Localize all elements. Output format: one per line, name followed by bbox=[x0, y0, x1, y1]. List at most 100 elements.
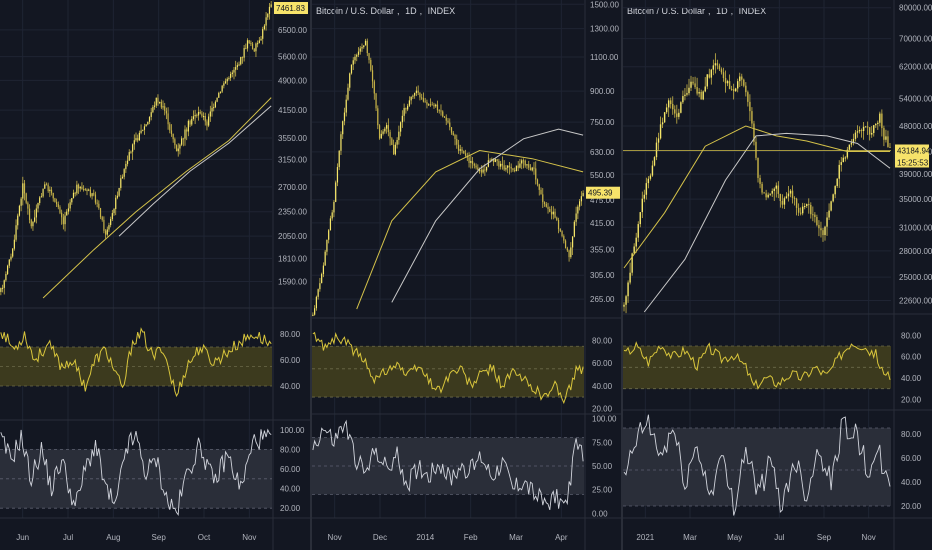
candle-body bbox=[877, 122, 879, 125]
candle-body bbox=[329, 218, 332, 231]
candle-body bbox=[414, 92, 416, 96]
candle-body bbox=[887, 136, 889, 147]
candle-body bbox=[852, 138, 855, 143]
candle-body bbox=[514, 170, 516, 172]
candle-body bbox=[47, 184, 49, 192]
chart-canvas-1[interactable]: 6500.00 5600.00 4900.00 4150.00 3550.00 3150.… bbox=[0, 0, 310, 550]
candle-body bbox=[540, 189, 542, 195]
candle-body bbox=[121, 176, 124, 179]
chart-panel-2[interactable]: Bitcoin / U.S. Dollar, 1D, INDEX 1500.00… bbox=[312, 0, 621, 550]
candle-body bbox=[854, 132, 857, 139]
candle-body bbox=[336, 167, 339, 183]
candle-body bbox=[559, 229, 561, 232]
y-tick-label: 1300.00 bbox=[590, 25, 619, 34]
candle-body bbox=[39, 197, 41, 204]
x-tick-label: Apr bbox=[555, 533, 568, 542]
y-tick-label: 750.00 bbox=[590, 118, 615, 127]
candle-body bbox=[342, 121, 344, 135]
candle-body bbox=[153, 105, 156, 107]
oscillator-tick-label: 80.00 bbox=[280, 445, 301, 454]
candle-body bbox=[377, 108, 379, 126]
y-tick-label: 4900.00 bbox=[278, 76, 307, 85]
candle-body bbox=[0, 288, 2, 292]
candle-body bbox=[335, 182, 337, 202]
candle-body bbox=[716, 63, 719, 66]
candle-body bbox=[71, 198, 73, 203]
candle-body bbox=[449, 122, 451, 128]
candle-body bbox=[55, 201, 58, 205]
candle-body bbox=[471, 160, 474, 164]
y-tick-label: 22600.00 bbox=[899, 296, 932, 305]
candle-body bbox=[850, 142, 853, 145]
candle-body bbox=[182, 138, 184, 140]
candle-body bbox=[211, 107, 213, 112]
candle-body bbox=[663, 112, 666, 123]
chart-canvas-3[interactable]: 80000.00 70000.00 62000.00 54000.00 48000.00… bbox=[623, 0, 932, 550]
candle-body bbox=[757, 157, 759, 178]
candle-body bbox=[475, 165, 477, 168]
candle-body bbox=[248, 40, 250, 44]
x-tick-label: 2014 bbox=[416, 533, 434, 542]
candle-body bbox=[838, 164, 840, 179]
chart-panel-1[interactable]: 6500.00 5600.00 4900.00 4150.00 3550.00 3150.… bbox=[0, 0, 310, 550]
candle-body bbox=[508, 165, 511, 167]
y-tick-label: 62000.00 bbox=[899, 63, 932, 72]
chart-panel-3[interactable]: Bitcoin / U.S. Dollar, 1D, INDEX 80000.0… bbox=[623, 0, 932, 550]
candle-body bbox=[89, 189, 91, 197]
candle-body bbox=[641, 198, 643, 213]
candle-body bbox=[373, 81, 375, 94]
candle-body bbox=[98, 203, 100, 209]
candle-body bbox=[64, 215, 66, 225]
chart-canvas-2[interactable]: 1500.00 1300.00 1100.00 900.00 750.00 630.00 5… bbox=[312, 0, 621, 550]
candle-body bbox=[213, 107, 215, 109]
candle-body bbox=[739, 76, 741, 82]
panel-2-exchange: INDEX bbox=[427, 6, 456, 16]
candle-body bbox=[879, 113, 881, 123]
candle-body bbox=[170, 130, 173, 134]
candle-body bbox=[159, 101, 161, 103]
candle-body bbox=[108, 225, 110, 230]
candle-body bbox=[347, 87, 349, 100]
candle-body bbox=[333, 201, 335, 213]
candle-body bbox=[142, 129, 144, 131]
candle-body bbox=[812, 214, 814, 216]
rsi-line bbox=[312, 331, 584, 405]
panel-divider[interactable] bbox=[310, 0, 312, 550]
candle-body bbox=[773, 188, 775, 191]
candle-body bbox=[243, 48, 245, 58]
candle-body bbox=[145, 124, 147, 127]
last-price-value: 495.39 bbox=[588, 189, 613, 198]
rsi-tick-label: 20.00 bbox=[592, 404, 613, 413]
panel-3-sep-1: , bbox=[708, 6, 711, 16]
candle-body bbox=[708, 74, 710, 78]
candle-body bbox=[241, 57, 244, 59]
candle-body bbox=[228, 77, 230, 79]
candle-body bbox=[118, 187, 120, 196]
candle-body bbox=[657, 138, 660, 143]
x-tick-label: Oct bbox=[198, 533, 211, 542]
candle-body bbox=[380, 133, 382, 139]
candle-body bbox=[871, 132, 873, 135]
candle-body bbox=[775, 185, 777, 189]
candle-body bbox=[431, 104, 433, 106]
x-tick-label: Nov bbox=[242, 533, 256, 542]
oscillator-tick-label: 100.00 bbox=[592, 415, 617, 424]
candle-body bbox=[690, 81, 692, 88]
candle-body bbox=[235, 67, 237, 70]
candle-body bbox=[787, 193, 790, 197]
candle-body bbox=[864, 126, 867, 128]
candle-body bbox=[392, 144, 395, 155]
candle-body bbox=[199, 111, 201, 114]
candle-body bbox=[808, 204, 810, 206]
candle-body bbox=[793, 197, 796, 199]
candle-body bbox=[160, 101, 162, 108]
candle-body bbox=[468, 157, 470, 163]
candle-body bbox=[830, 201, 832, 211]
candle-body bbox=[454, 134, 456, 140]
candle-body bbox=[28, 208, 31, 220]
candle-body bbox=[408, 100, 411, 106]
candle-body bbox=[498, 160, 500, 167]
candle-body bbox=[694, 83, 696, 88]
panel-divider[interactable] bbox=[621, 0, 623, 550]
candle-body bbox=[394, 144, 396, 155]
